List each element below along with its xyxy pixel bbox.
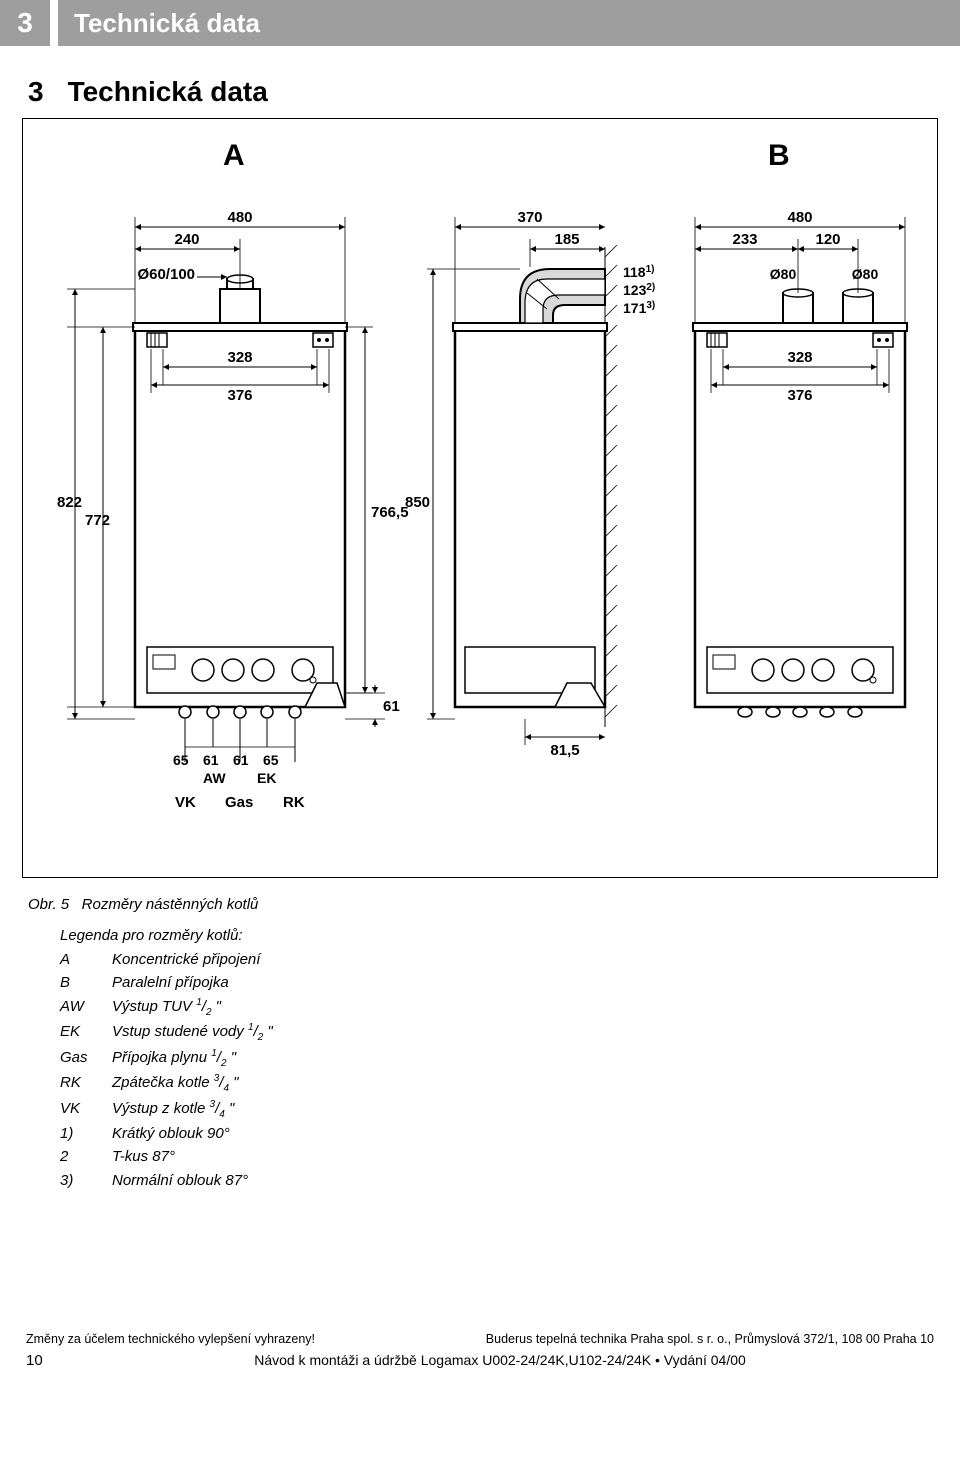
- legend-row: RKZpátečka kotle 3/4 ": [60, 1071, 960, 1097]
- figure-label-b: B: [768, 139, 790, 173]
- footer-page-num: 10: [26, 1352, 66, 1369]
- svg-text:81,5: 81,5: [550, 742, 579, 759]
- footer-company: Buderus tepelná technika Praha spol. s r…: [486, 1332, 934, 1346]
- legend-value: Krátký oblouk 90°: [112, 1122, 230, 1145]
- svg-text:Ø80: Ø80: [770, 266, 797, 282]
- svg-text:120: 120: [815, 231, 840, 248]
- legend-value: Normální oblouk 87°: [112, 1169, 248, 1192]
- svg-text:233: 233: [732, 231, 757, 248]
- footer-line-2: 10 Návod k montáži a údržbě Logamax U002…: [26, 1352, 934, 1369]
- legend-row: AKoncentrické připojení: [60, 948, 960, 971]
- legend-value: Přípojka plynu 1/2 ": [112, 1046, 236, 1072]
- caption-text: Rozměry nástěnných kotlů: [82, 896, 259, 913]
- svg-text:328: 328: [787, 349, 812, 366]
- svg-text:185: 185: [554, 231, 579, 248]
- header-chapter-num: 3: [0, 0, 50, 46]
- svg-text:766,5: 766,5: [371, 504, 409, 521]
- legend-value: Výstup z kotle 3/4 ": [112, 1097, 234, 1123]
- section-title-text: Technická data: [68, 76, 268, 107]
- svg-text:EK: EK: [257, 770, 276, 786]
- figure-caption: Obr. 5 Rozměry nástěnných kotlů: [28, 896, 960, 913]
- header-chapter-title: Technická data: [58, 0, 960, 46]
- svg-text:Ø80: Ø80: [852, 266, 879, 282]
- legend-key: RK: [60, 1071, 112, 1097]
- svg-text:850: 850: [405, 494, 430, 511]
- svg-text:Gas: Gas: [225, 794, 253, 811]
- section-num: 3: [28, 76, 44, 107]
- svg-text:1181): 1181): [623, 264, 655, 280]
- svg-text:RK: RK: [283, 794, 305, 811]
- svg-text:240: 240: [174, 231, 199, 248]
- legend-key: EK: [60, 1020, 112, 1046]
- legend-key: AW: [60, 995, 112, 1021]
- legend-row: 3)Normální oblouk 87°: [60, 1169, 960, 1192]
- legend-value: Výstup TUV 1/2 ": [112, 995, 221, 1021]
- svg-text:65: 65: [173, 752, 189, 768]
- legend-row: EKVstup studené vody 1/2 ": [60, 1020, 960, 1046]
- svg-text:61: 61: [203, 752, 219, 768]
- legend-row: GasPřípojka plynu 1/2 ": [60, 1046, 960, 1072]
- legend-key: B: [60, 971, 112, 994]
- legend-title: Legenda pro rozměry kotlů:: [60, 927, 960, 944]
- svg-text:61: 61: [233, 752, 249, 768]
- technical-diagram: 480 240 Ø60/100 328 376 822 772: [35, 147, 925, 847]
- svg-text:61: 61: [383, 698, 400, 715]
- legend-value: T-kus 87°: [112, 1145, 175, 1168]
- legend-row: AWVýstup TUV 1/2 ": [60, 995, 960, 1021]
- page-header: 3 Technická data: [0, 0, 960, 46]
- svg-text:1232): 1232): [623, 282, 655, 298]
- svg-text:480: 480: [787, 209, 812, 226]
- svg-text:65: 65: [263, 752, 279, 768]
- svg-text:480: 480: [227, 209, 252, 226]
- footer-doc-title: Návod k montáži a údržbě Logamax U002-24…: [66, 1352, 934, 1368]
- svg-text:370: 370: [517, 209, 542, 226]
- legend-key: VK: [60, 1097, 112, 1123]
- footer-disclaimer: Změny za účelem technického vylepšení vy…: [26, 1332, 315, 1346]
- legend-value: Vstup studené vody 1/2 ": [112, 1020, 273, 1046]
- svg-text:376: 376: [787, 387, 812, 404]
- svg-text:376: 376: [227, 387, 252, 404]
- legend-value: Zpátečka kotle 3/4 ": [112, 1071, 239, 1097]
- legend-key: A: [60, 948, 112, 971]
- legend-row: VKVýstup z kotle 3/4 ": [60, 1097, 960, 1123]
- caption-prefix: Obr. 5: [28, 896, 69, 913]
- svg-text:772: 772: [85, 512, 110, 529]
- legend-value: Paralelní přípojka: [112, 971, 229, 994]
- figure-label-a: A: [223, 139, 245, 173]
- svg-text:1713): 1713): [623, 300, 655, 316]
- footer-line-1: Změny za účelem technického vylepšení vy…: [26, 1332, 934, 1346]
- svg-text:822: 822: [57, 494, 82, 511]
- section-heading: 3 Technická data: [28, 76, 960, 108]
- svg-text:VK: VK: [175, 794, 196, 811]
- svg-text:328: 328: [227, 349, 252, 366]
- legend-key: 2: [60, 1145, 112, 1168]
- legend-value: Koncentrické připojení: [112, 948, 260, 971]
- legend: Legenda pro rozměry kotlů: AKoncentrické…: [60, 927, 960, 1192]
- svg-text:Ø60/100: Ø60/100: [137, 266, 195, 283]
- legend-row: 1)Krátký oblouk 90°: [60, 1122, 960, 1145]
- legend-row: 2T-kus 87°: [60, 1145, 960, 1168]
- legend-key: 3): [60, 1169, 112, 1192]
- figure-frame: A B: [22, 118, 938, 878]
- legend-key: 1): [60, 1122, 112, 1145]
- svg-text:AW: AW: [203, 770, 226, 786]
- legend-row: BParalelní přípojka: [60, 971, 960, 994]
- legend-key: Gas: [60, 1046, 112, 1072]
